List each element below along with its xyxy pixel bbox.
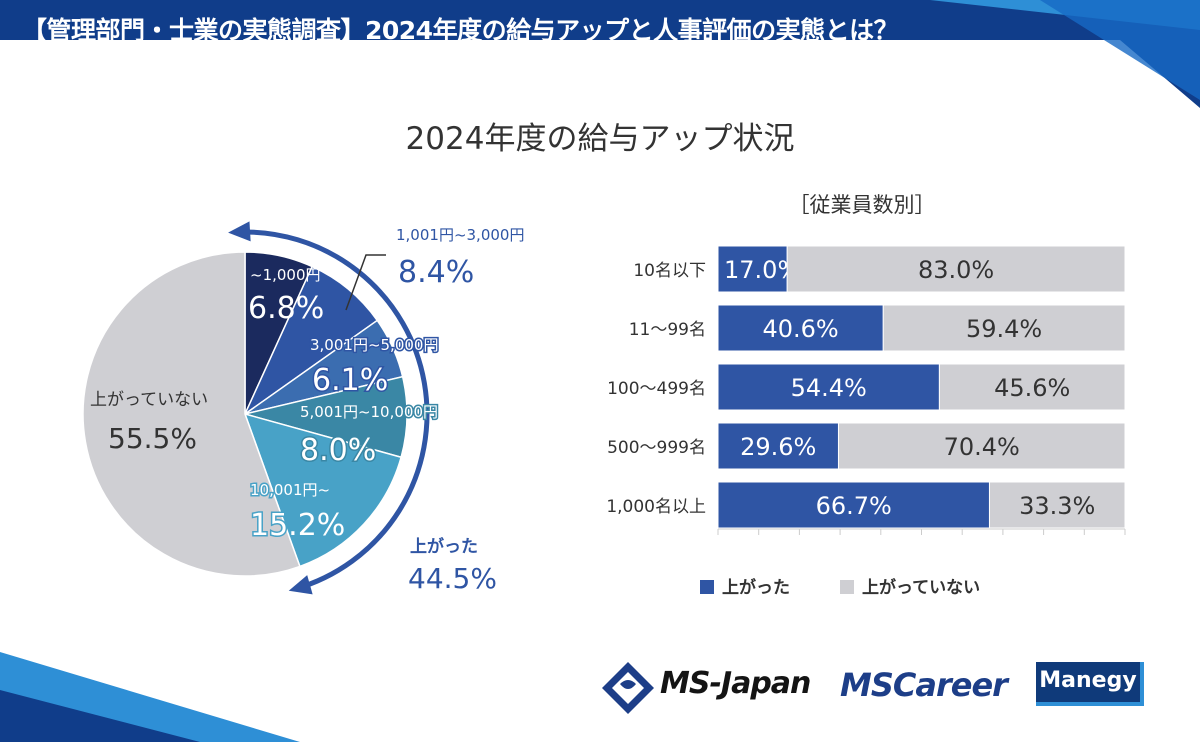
bar-segment <box>938 363 1126 411</box>
bar-value-label: 70.4% <box>944 433 1020 461</box>
pie-slice-value: 8.0% <box>300 433 376 468</box>
bar-category-label: 100〜499名 <box>607 379 706 399</box>
bar-value-label: 40.6% <box>762 315 838 343</box>
header-title: 【管理部門・士業の実態調査】2024年度の給与アップと人事評価の実態とは？ <box>22 16 899 45</box>
bar-segment <box>837 422 1126 470</box>
bar-segment <box>786 245 1126 293</box>
header-banner-shape <box>0 0 1200 108</box>
pie-slice-label: 5,001円~10,000円 <box>300 403 438 421</box>
ms-career-logo: MSCareer <box>840 666 1008 704</box>
bar-category-label: 11〜99名 <box>629 320 706 340</box>
bar-segment <box>882 304 1126 352</box>
chart-title: 2024年度の給与アップ状況 <box>405 121 795 157</box>
raised-group-value: 44.5% <box>408 562 497 595</box>
ms-japan-logo: MS-Japan <box>660 666 811 701</box>
bar-value-label: 66.7% <box>816 492 892 520</box>
pie-slice-value: 55.5% <box>108 422 197 455</box>
bar-value-label: 29.6% <box>740 433 816 461</box>
legend-label: 上がった <box>722 577 790 598</box>
pie-slice-value: 6.8% <box>248 291 324 326</box>
bar-category-label: 500〜999名 <box>607 438 706 458</box>
pie-slice-label: 10,001円~ <box>250 481 330 499</box>
legend-label: 上がっていない <box>862 577 980 598</box>
bar-value-label: 45.6% <box>994 374 1070 402</box>
bar-segment <box>717 422 839 470</box>
ms-japan-mark-icon <box>602 662 654 714</box>
pie-slice-value: 6.1% <box>312 363 388 398</box>
pie-slice <box>243 265 379 417</box>
bar-segment <box>717 481 990 529</box>
bar-value-label: 33.3% <box>1019 492 1095 520</box>
pie-slice-label: 上がっていない <box>90 390 208 410</box>
pie-chart: ~1,000円 6.8% 1,001円~3,000円 8.4% 3,001円~5,000… <box>82 221 526 595</box>
bar-value-label: 83.0% <box>918 256 994 284</box>
raised-arc <box>233 229 430 592</box>
pie-slice <box>82 251 301 577</box>
leader-line <box>345 254 386 311</box>
stacked-bar-chart: ［従業員数別］10名以下 17.0% 83.0%11〜99名 40.6% 59.4%10… <box>606 193 1126 598</box>
pie-slice-value: 15.2% <box>250 508 345 543</box>
arc-arrowhead-icon <box>228 221 251 242</box>
raised-group-label: 上がった <box>410 536 478 557</box>
bar-segment <box>988 481 1126 529</box>
pie-slice <box>243 412 403 568</box>
bar-segment <box>717 363 940 411</box>
footer-left-decoration-dark <box>0 690 200 742</box>
bar-value-label: 59.4% <box>966 315 1042 343</box>
bar-segment <box>717 304 884 352</box>
bar-segment <box>717 245 788 293</box>
legend-swatch <box>700 580 714 594</box>
pie-slice-label: ~1,000円 <box>250 266 321 284</box>
bar-value-label: 54.4% <box>791 374 867 402</box>
manegy-logo: Manegy <box>1036 662 1144 706</box>
bar-subtitle: ［従業員数別］ <box>789 193 936 217</box>
bar-category-label: 10名以下 <box>633 261 706 281</box>
logo-area: MS-Japan MSCareer Manegy <box>600 660 1160 716</box>
pie-slice-value: 8.4% <box>398 255 474 290</box>
arc-arrowhead-icon <box>288 575 313 595</box>
bar-category-label: 1,000名以上 <box>606 497 706 517</box>
header-banner-accent-2 <box>1040 0 1200 100</box>
pie-slice-label: 3,001円~5,000円 <box>310 336 438 354</box>
legend-swatch <box>840 580 854 594</box>
pie-slice-label: 1,001円~3,000円 <box>396 226 524 244</box>
